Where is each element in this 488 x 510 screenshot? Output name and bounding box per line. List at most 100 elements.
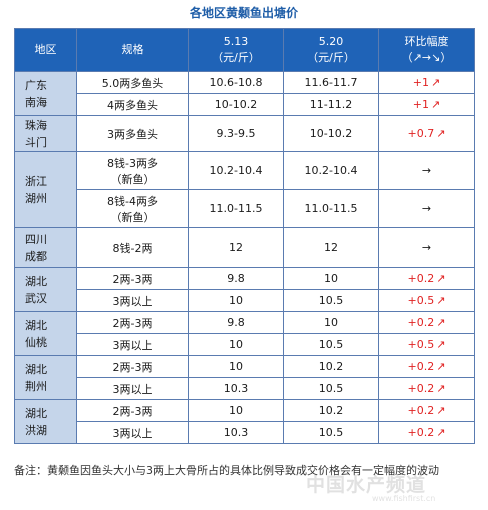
trend-up-icon: ↗ (436, 127, 446, 140)
region-line-2: 武汉 (25, 291, 47, 305)
table-row: 湖北 洪湖 2两-3两 10 10.2 +0.2 ↗ (14, 399, 475, 444)
spec-cell: 3两以上 (76, 421, 189, 444)
trend-flat-icon: → (421, 164, 432, 177)
price-5-20-cell: 10 (283, 267, 379, 290)
region-line-2: 南海 (25, 95, 47, 109)
header-date-2-label: 5.20 (318, 35, 344, 48)
change-cell: +1 ↗ (378, 71, 475, 94)
spec-cell: 3两以上 (76, 333, 189, 356)
change-value: +0.2 (407, 272, 435, 285)
spec-cell: 3两以上 (76, 289, 189, 312)
spec-cell: 3两多鱼头 (76, 115, 189, 152)
spec-text: 2两-3两 (112, 404, 153, 418)
change-cell: +0.2 ↗ (378, 267, 475, 290)
header-date-1-unit: （元/斤） (212, 51, 260, 64)
spec-text: 5.0两多鱼头 (101, 76, 164, 90)
table-body: 广东 南海 5.0两多鱼头 10.6-10.8 11.6-11.7 +1 ↗ 4两多鱼头 10-… (14, 71, 475, 444)
table-title: 各地区黄颡鱼出塘价 (189, 6, 298, 20)
region-line-1: 广东 (25, 78, 47, 92)
spec-text: 8钱-4两多 (107, 194, 158, 208)
spec-text: 8钱-2两 (112, 241, 153, 255)
change-cell: → (378, 151, 475, 190)
price-5-13-cell: 10.6-10.8 (188, 71, 284, 94)
header-date-1-label: 5.13 (223, 35, 249, 48)
region-cell: 湖北 仙桃 (14, 311, 77, 356)
price-5-20-cell: 11-11.2 (283, 93, 379, 116)
table-row: 珠海 斗门 3两多鱼头 9.3-9.5 10-10.2 +0.7 ↗ (14, 115, 475, 152)
price-5-20-cell: 10.5 (283, 289, 379, 312)
trend-up-icon: ↗ (436, 294, 446, 307)
change-cell: +0.2 ↗ (378, 399, 475, 422)
change-cell: → (378, 227, 475, 268)
header-change: 环比幅度 （↗→↘） (378, 28, 475, 72)
change-value: +0.2 (407, 316, 435, 329)
trend-up-icon: ↗ (431, 76, 441, 89)
change-value: +1 (412, 98, 429, 111)
region-line-2: 仙桃 (25, 335, 47, 349)
price-5-20-cell: 10-10.2 (283, 115, 379, 152)
table-row: 湖北 荆州 2两-3两 10 10.2 +0.2 ↗ (14, 355, 475, 400)
spec-text: 3两以上 (112, 294, 153, 308)
spec-note: （新鱼） (110, 210, 155, 224)
price-5-20-cell: 10.2 (283, 355, 379, 378)
region-cell: 浙江 湖州 (14, 151, 77, 228)
spec-text: 2两-3两 (112, 272, 153, 286)
table-row: 4两多鱼头 10-10.2 11-11.2 +1 ↗ (15, 93, 475, 116)
spec-cell: 2两-3两 (76, 355, 189, 378)
change-value: +0.7 (407, 127, 435, 140)
price-5-20-cell: 11.6-11.7 (283, 71, 379, 94)
region-line-2: 成都 (25, 249, 47, 263)
region-cell: 湖北 洪湖 (14, 399, 77, 444)
spec-cell: 2两-3两 (76, 399, 189, 422)
table-row: 3两以上 10 10.5 +0.5 ↗ (15, 333, 475, 356)
change-value: +0.2 (407, 426, 435, 439)
price-5-13-cell: 11.0-11.5 (188, 189, 284, 228)
spec-cell: 4两多鱼头 (76, 93, 189, 116)
trend-up-icon: ↗ (436, 316, 446, 329)
spec-cell: 3两以上 (76, 377, 189, 400)
trend-flat-icon: → (421, 202, 432, 215)
region-cell: 湖北 荆州 (14, 355, 77, 400)
price-5-20-cell: 10.2 (283, 399, 379, 422)
header-date-2: 5.20 （元/斤） (283, 28, 379, 72)
change-value: +1 (412, 76, 429, 89)
spec-text: 3两以上 (112, 338, 153, 352)
change-cell: +0.2 ↗ (378, 421, 475, 444)
table-row: 四川 成都 8钱-2两 12 12 → (14, 227, 475, 268)
header-row: 地区 规格 5.13 （元/斤） 5.20 （元/斤） 环比幅度 （↗→↘） (14, 28, 475, 72)
trend-flat-icon: → (421, 241, 432, 254)
region-line-1: 浙江 (25, 174, 47, 188)
header-region: 地区 (14, 28, 77, 72)
region-line-2: 湖州 (25, 191, 47, 205)
spec-text: 3两以上 (112, 382, 153, 396)
price-5-13-cell: 9.3-9.5 (188, 115, 284, 152)
change-cell: +0.7 ↗ (378, 115, 475, 152)
price-5-13-cell: 10 (188, 355, 284, 378)
footnote: 备注：黄颡鱼因鱼头大小与3两上大骨所占的具体比例导致成交价格会有一定幅度的波动 (14, 464, 439, 477)
trend-up-icon: ↗ (436, 360, 446, 373)
spec-text: 3两多鱼头 (107, 127, 158, 141)
table-row: 湖北 仙桃 2两-3两 9.8 10 +0.2 ↗ (14, 311, 475, 356)
spec-cell: 2两-3两 (76, 311, 189, 334)
spec-text: 8钱-3两多 (107, 156, 158, 170)
spec-cell: 2两-3两 (76, 267, 189, 290)
change-cell: +0.2 ↗ (378, 377, 475, 400)
price-5-20-cell: 10.5 (283, 333, 379, 356)
change-cell: +0.5 ↗ (378, 333, 475, 356)
price-5-13-cell: 10 (188, 399, 284, 422)
change-cell: → (378, 189, 475, 228)
price-5-20-cell: 10.5 (283, 377, 379, 400)
header-spec: 规格 (76, 28, 189, 72)
spec-note: （新鱼） (110, 172, 155, 186)
region-cell: 四川 成都 (14, 227, 77, 268)
header-change-sub: （↗→↘） (401, 51, 452, 64)
region-line-1: 湖北 (25, 406, 47, 420)
spec-cell: 8钱-3两多 （新鱼） (76, 151, 189, 190)
trend-up-icon: ↗ (431, 98, 441, 111)
change-cell: +0.5 ↗ (378, 289, 475, 312)
table-row: 3两以上 10.3 10.5 +0.2 ↗ (15, 421, 475, 444)
region-line-1: 珠海 (25, 118, 47, 132)
spec-text: 2两-3两 (112, 360, 153, 374)
table-row: 3两以上 10 10.5 +0.5 ↗ (15, 289, 475, 312)
header-date-1: 5.13 （元/斤） (188, 28, 284, 72)
